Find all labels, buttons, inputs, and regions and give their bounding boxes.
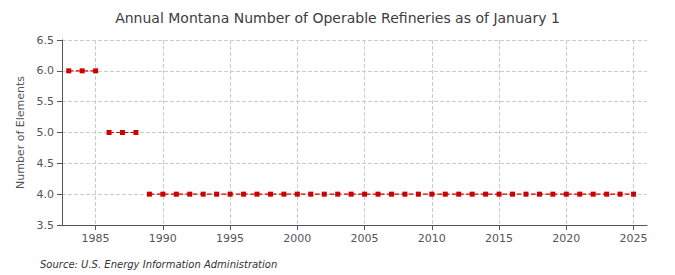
svg-text:5.5: 5.5 <box>37 95 55 108</box>
svg-text:6.0: 6.0 <box>37 64 55 77</box>
svg-text:1985: 1985 <box>82 232 110 245</box>
svg-text:5.0: 5.0 <box>37 126 55 139</box>
svg-text:6.5: 6.5 <box>37 34 55 47</box>
svg-text:Number of Elements: Number of Elements <box>14 76 27 189</box>
svg-text:1990: 1990 <box>149 232 177 245</box>
svg-text:2025: 2025 <box>620 232 648 245</box>
svg-text:2000: 2000 <box>283 232 311 245</box>
svg-text:Source: U.S. Energy Informatio: Source: U.S. Energy Information Administ… <box>40 259 277 270</box>
svg-text:2005: 2005 <box>351 232 379 245</box>
svg-text:4.5: 4.5 <box>37 157 55 170</box>
svg-text:1995: 1995 <box>216 232 244 245</box>
svg-text:Annual Montana Number of Opera: Annual Montana Number of Operable Refine… <box>115 10 560 26</box>
svg-text:4.0: 4.0 <box>37 188 55 201</box>
svg-text:3.5: 3.5 <box>37 219 55 232</box>
svg-text:2015: 2015 <box>485 232 513 245</box>
svg-text:2010: 2010 <box>418 232 446 245</box>
svg-text:2020: 2020 <box>552 232 580 245</box>
